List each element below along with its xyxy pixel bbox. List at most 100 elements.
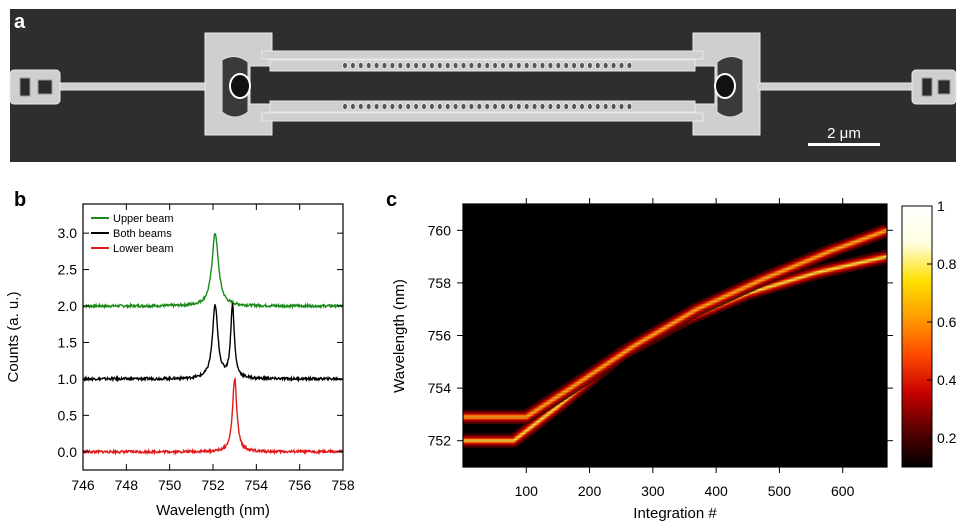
x-axis-ticks: 100 200 300 400 500 600 bbox=[515, 198, 855, 499]
pc-hole bbox=[436, 61, 443, 70]
pc-hole bbox=[587, 61, 593, 70]
pc-hole bbox=[373, 102, 380, 111]
spectra-series bbox=[82, 233, 344, 456]
pc-hole bbox=[555, 61, 562, 70]
pc-hole bbox=[587, 102, 593, 111]
pc-hole bbox=[610, 61, 617, 70]
pc-hole bbox=[357, 61, 364, 70]
pc-hole bbox=[508, 61, 514, 70]
pc-hole bbox=[500, 102, 506, 111]
pc-hole bbox=[626, 61, 633, 70]
x-tick-label: 756 bbox=[288, 477, 312, 493]
heatmap-trace-1-layer-3 bbox=[463, 229, 887, 419]
pc-hole bbox=[602, 102, 609, 111]
pc-hole bbox=[429, 61, 435, 70]
y-axis-ticks: 752 754 756 758 760 bbox=[428, 222, 893, 449]
sem-structure bbox=[9, 32, 957, 136]
panel-a: 2 μm a bbox=[9, 9, 957, 162]
pc-hole bbox=[515, 102, 522, 111]
pc-hole bbox=[413, 102, 419, 111]
pc-hole bbox=[429, 102, 435, 111]
pc-hole bbox=[602, 61, 609, 70]
pc-hole bbox=[571, 102, 577, 111]
pc-hole bbox=[444, 102, 451, 111]
pc-hole bbox=[523, 102, 530, 111]
colorbar-tick-label: 0.4 bbox=[937, 372, 957, 388]
pc-hole bbox=[476, 61, 483, 70]
y-tick-label: 3.0 bbox=[58, 225, 78, 241]
pc-hole bbox=[444, 61, 451, 70]
pc-hole bbox=[563, 102, 569, 111]
pc-hole bbox=[413, 61, 419, 70]
pc-hole bbox=[389, 102, 396, 111]
x-tick-label: 300 bbox=[641, 483, 665, 499]
pc-hole bbox=[484, 102, 491, 111]
colorbar-tick-label: 0.6 bbox=[937, 314, 957, 330]
pc-hole bbox=[579, 61, 585, 70]
y-axis-ticks: 0.0 0.5 1.0 1.5 2.0 2.5 3.0 bbox=[58, 225, 343, 460]
pc-hole bbox=[476, 102, 483, 111]
x-tick-label: 600 bbox=[831, 483, 855, 499]
pc-hole bbox=[436, 102, 443, 111]
pc-hole bbox=[555, 102, 562, 111]
series-line-0 bbox=[82, 233, 344, 310]
pc-hole bbox=[492, 102, 498, 111]
pc-hole bbox=[397, 61, 404, 70]
series-line-1 bbox=[82, 302, 344, 383]
y-tick-label: 2.0 bbox=[58, 298, 78, 314]
x-axis-label: Integration # bbox=[633, 505, 717, 522]
pc-hole bbox=[405, 102, 412, 111]
pc-hole bbox=[350, 102, 356, 111]
y-tick-label: 0.0 bbox=[58, 444, 78, 460]
pc-hole bbox=[421, 102, 427, 111]
pc-hole bbox=[508, 102, 514, 111]
pc-hole bbox=[531, 102, 538, 111]
pc-hole bbox=[539, 102, 546, 111]
x-tick-label: 754 bbox=[245, 477, 269, 493]
pc-hole bbox=[460, 102, 467, 111]
x-tick-label: 400 bbox=[704, 483, 728, 499]
pc-hole bbox=[484, 61, 491, 70]
colorbar bbox=[901, 205, 933, 468]
x-tick-label: 200 bbox=[578, 483, 602, 499]
pc-hole bbox=[563, 61, 569, 70]
y-tick-label: 758 bbox=[428, 275, 452, 291]
scalebar-label: 2 μm bbox=[827, 125, 861, 142]
colorbar-tick-label: 1 bbox=[937, 198, 945, 214]
panel-label-b: b bbox=[14, 189, 26, 211]
pc-hole bbox=[365, 61, 372, 70]
pc-hole bbox=[492, 61, 498, 70]
y-tick-label: 756 bbox=[428, 328, 452, 344]
y-tick-label: 0.5 bbox=[58, 407, 78, 423]
pc-hole bbox=[547, 61, 554, 70]
colorbar-ticks: 0.2 0.4 0.6 0.8 1 bbox=[927, 198, 957, 446]
legend-entry: Upper beam bbox=[113, 213, 174, 225]
panel-b: b 746 748 750 752 754 756 758 0.0 0.5 1.0 1.5 2.0 2… bbox=[5, 189, 355, 519]
pc-hole bbox=[373, 61, 380, 70]
pc-hole bbox=[547, 102, 554, 111]
panel-label-c: c bbox=[386, 189, 397, 211]
pc-hole bbox=[405, 61, 412, 70]
pc-hole bbox=[594, 102, 601, 111]
pc-hole bbox=[460, 61, 467, 70]
panel-c: c 100 200 300 400 500 600 752 754 756 758 760 Int… bbox=[386, 189, 957, 522]
pc-hole bbox=[397, 102, 404, 111]
legend: Upper beam Both beams Lower beam bbox=[91, 213, 174, 255]
pc-hole bbox=[594, 61, 601, 70]
photonic-crystal-holes bbox=[342, 61, 633, 111]
pc-hole bbox=[381, 102, 388, 111]
x-axis-label: Wavelength (nm) bbox=[156, 502, 270, 519]
y-axis-label: Wavelength (nm) bbox=[391, 279, 408, 393]
x-tick-label: 748 bbox=[115, 477, 139, 493]
pc-hole bbox=[523, 61, 530, 70]
pc-hole bbox=[618, 102, 625, 111]
pc-hole bbox=[452, 102, 459, 111]
y-tick-label: 2.5 bbox=[58, 262, 78, 278]
pc-hole bbox=[500, 61, 506, 70]
pc-hole bbox=[468, 102, 475, 111]
y-tick-label: 754 bbox=[428, 380, 452, 396]
heatmap-traces bbox=[463, 204, 887, 466]
pc-hole bbox=[626, 102, 633, 111]
colorbar-tick-label: 0.2 bbox=[937, 430, 957, 446]
pc-hole bbox=[531, 61, 538, 70]
